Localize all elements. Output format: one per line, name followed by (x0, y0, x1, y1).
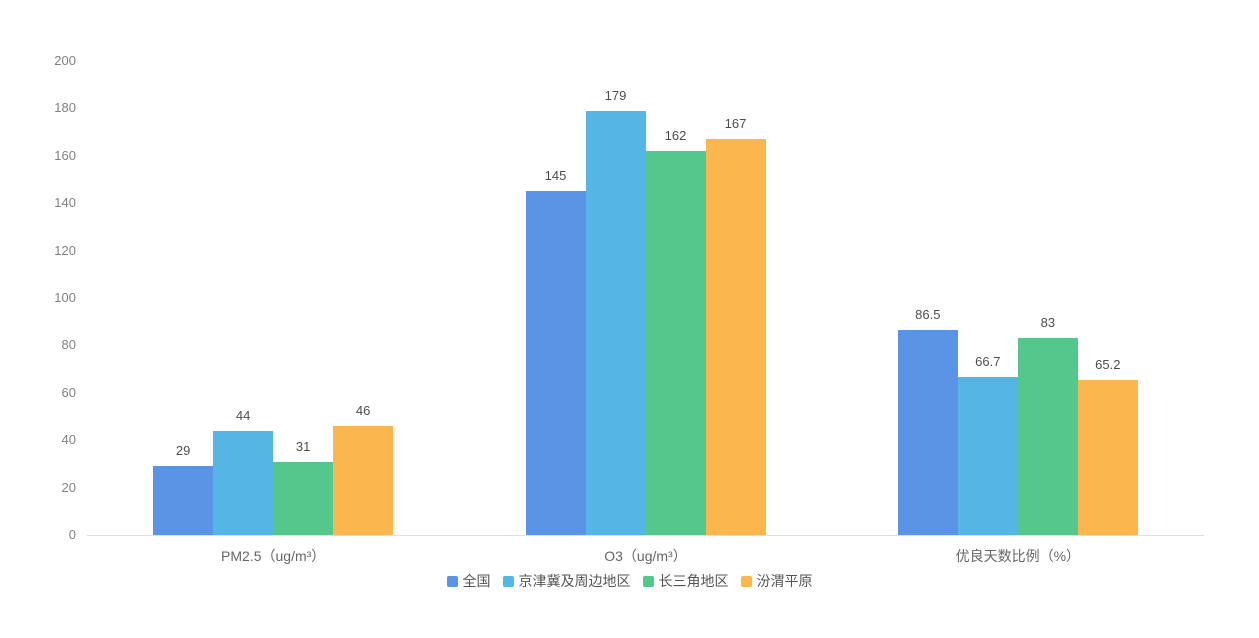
legend-item-汾渭平原[interactable]: 汾渭平原 (740, 573, 813, 589)
x-axis-line (87, 535, 1204, 536)
legend-swatch-icon (642, 575, 654, 587)
legend-item-长三角地区[interactable]: 长三角地区 (642, 573, 729, 589)
bar-汾渭平原-2[interactable] (1077, 380, 1138, 535)
bar-value-label: 46 (355, 402, 371, 418)
legend-label: 汾渭平原 (756, 573, 813, 589)
bar-value-label: 29 (175, 443, 191, 459)
y-axis-tick-label: 200 (54, 53, 76, 68)
y-axis-tick-label: 0 (68, 527, 76, 542)
legend-label: 京津冀及周边地区 (518, 573, 631, 589)
legend-swatch-icon (502, 575, 514, 587)
bar-value-label: 66.7 (975, 353, 1001, 369)
bar-京津冀及周边地区-0[interactable] (213, 430, 274, 535)
bar-汾渭平原-0[interactable] (333, 425, 394, 535)
bar-value-label: 31 (295, 438, 311, 454)
bar-全国-0[interactable] (153, 466, 214, 535)
y-axis-tick-label: 100 (54, 290, 76, 305)
bar-value-label: 179 (604, 87, 627, 103)
legend-swatch-icon (740, 575, 752, 587)
bar-京津冀及周边地区-2[interactable] (957, 376, 1018, 535)
y-axis-tick-label: 40 (61, 432, 76, 448)
bar-value-label: 162 (664, 128, 687, 144)
legend-swatch-icon (446, 575, 458, 587)
bar-全国-1[interactable] (525, 191, 586, 535)
y-axis-tick-label: 180 (54, 100, 76, 116)
bar-value-label: 86.5 (915, 306, 941, 322)
bar-汾渭平原-1[interactable] (705, 139, 766, 535)
y-axis-tick-label: 60 (61, 384, 76, 400)
bar-value-label: 44 (235, 407, 251, 423)
bar-value-label: 145 (544, 168, 567, 184)
y-axis-tick-label: 120 (54, 242, 76, 258)
bar-长三角地区-0[interactable] (273, 461, 334, 535)
x-axis-category-label: O3（ug/m³） (604, 548, 687, 564)
bar-京津冀及周边地区-1[interactable] (585, 110, 646, 535)
y-axis-tick-label: 160 (54, 147, 76, 163)
bar-长三角地区-2[interactable] (1017, 338, 1078, 535)
y-axis-tick-label: 80 (61, 337, 76, 353)
y-axis-tick-label: 20 (61, 479, 76, 495)
chart-legend: 全国 京津冀及周边地区 长三角地区 汾渭平原 (0, 573, 1259, 589)
legend-item-京津冀及周边地区[interactable]: 京津冀及周边地区 (502, 573, 631, 589)
bar-长三角地区-1[interactable] (645, 151, 706, 535)
x-axis-category-label: PM2.5（ug/m³） (221, 548, 326, 564)
legend-label: 长三角地区 (658, 573, 729, 589)
legend-item-全国[interactable]: 全国 (446, 573, 491, 589)
bar-value-label: 65.2 (1095, 357, 1121, 373)
bar-全国-2[interactable] (897, 329, 958, 535)
y-axis-tick-label: 140 (54, 195, 76, 211)
bar-value-label: 167 (724, 116, 747, 132)
bar-value-label: 83 (1040, 315, 1056, 331)
legend-label: 全国 (462, 573, 491, 589)
x-axis-category-label: 优良天数比例（%） (955, 548, 1081, 564)
